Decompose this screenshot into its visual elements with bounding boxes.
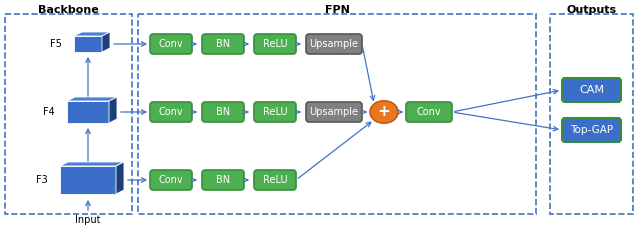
Text: CAM: CAM bbox=[579, 85, 604, 95]
Text: Conv: Conv bbox=[159, 39, 183, 49]
FancyBboxPatch shape bbox=[202, 170, 244, 190]
FancyBboxPatch shape bbox=[562, 118, 621, 142]
FancyBboxPatch shape bbox=[150, 170, 192, 190]
Text: ReLU: ReLU bbox=[262, 107, 287, 117]
Text: BN: BN bbox=[216, 107, 230, 117]
Text: BN: BN bbox=[216, 175, 230, 185]
Ellipse shape bbox=[370, 101, 398, 123]
Text: +: + bbox=[378, 104, 390, 120]
Text: Top-GAP: Top-GAP bbox=[570, 125, 613, 135]
FancyBboxPatch shape bbox=[254, 34, 296, 54]
Text: Conv: Conv bbox=[417, 107, 442, 117]
FancyBboxPatch shape bbox=[254, 102, 296, 122]
Text: Outputs: Outputs bbox=[566, 5, 616, 15]
Polygon shape bbox=[67, 97, 117, 101]
FancyBboxPatch shape bbox=[150, 34, 192, 54]
Polygon shape bbox=[60, 166, 116, 194]
Polygon shape bbox=[60, 162, 124, 166]
Text: FPN: FPN bbox=[324, 5, 349, 15]
FancyBboxPatch shape bbox=[254, 170, 296, 190]
Bar bbox=[550, 14, 633, 214]
Text: Input: Input bbox=[76, 215, 100, 225]
Text: Upsample: Upsample bbox=[310, 107, 358, 117]
FancyBboxPatch shape bbox=[562, 78, 621, 102]
FancyBboxPatch shape bbox=[150, 102, 192, 122]
Bar bbox=[138, 14, 536, 214]
Text: BN: BN bbox=[216, 39, 230, 49]
Text: ReLU: ReLU bbox=[262, 39, 287, 49]
Text: Backbone: Backbone bbox=[38, 5, 99, 15]
Text: F3: F3 bbox=[36, 175, 48, 185]
FancyBboxPatch shape bbox=[202, 34, 244, 54]
FancyBboxPatch shape bbox=[306, 34, 362, 54]
FancyBboxPatch shape bbox=[406, 102, 452, 122]
Polygon shape bbox=[116, 162, 124, 194]
Text: ReLU: ReLU bbox=[262, 175, 287, 185]
Bar bbox=[5, 14, 132, 214]
FancyBboxPatch shape bbox=[202, 102, 244, 122]
Polygon shape bbox=[102, 32, 110, 52]
Text: Conv: Conv bbox=[159, 107, 183, 117]
Polygon shape bbox=[74, 36, 102, 52]
Polygon shape bbox=[109, 97, 117, 123]
Polygon shape bbox=[67, 101, 109, 123]
Polygon shape bbox=[74, 32, 110, 36]
FancyBboxPatch shape bbox=[306, 102, 362, 122]
Text: F4: F4 bbox=[44, 107, 55, 117]
Text: Upsample: Upsample bbox=[310, 39, 358, 49]
Text: F5: F5 bbox=[50, 39, 62, 49]
Text: Conv: Conv bbox=[159, 175, 183, 185]
